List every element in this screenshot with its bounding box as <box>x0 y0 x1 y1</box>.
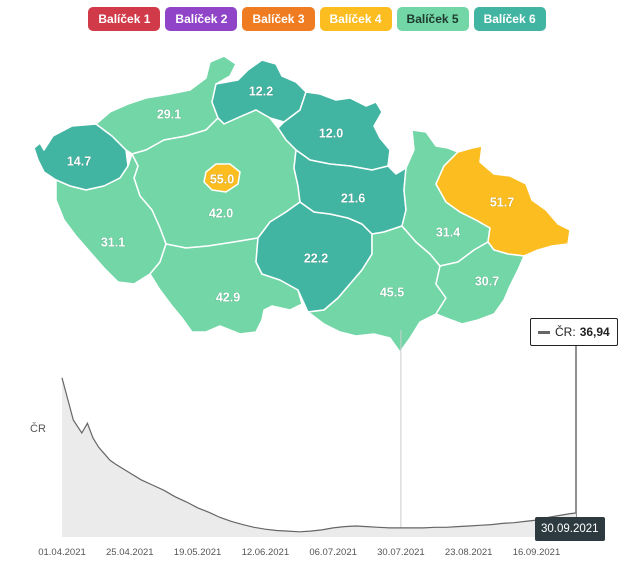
region-praha[interactable] <box>203 163 241 193</box>
x-tick-7: 16.09.2021 <box>513 547 561 558</box>
x-tick-3: 12.06.2021 <box>242 547 290 558</box>
tooltip-value: 36,94 <box>579 325 610 339</box>
label-pardubicky: 21.6 <box>341 191 365 205</box>
tooltip-series-name: ČR <box>555 325 573 339</box>
region-labels: 14.7 29.1 12.2 12.0 21.6 42.0 55.0 31.1 … <box>66 84 514 305</box>
x-tick-5: 30.07.2021 <box>377 547 425 558</box>
x-tick-0: 01.04.2021 <box>38 547 86 558</box>
package-legend: Balíček 1 Balíček 2 Balíček 3 Balíček 4 Balí… <box>0 7 634 31</box>
label-praha: 55.0 <box>210 172 234 186</box>
label-moravskoslezsky: 51.7 <box>490 195 514 209</box>
label-jihomoravsky: 45.5 <box>380 285 404 299</box>
label-plzensky: 31.1 <box>101 235 125 249</box>
value-tooltip: ČR: 36,94 <box>530 318 618 346</box>
label-olomoucky: 31.4 <box>436 225 460 239</box>
label-karlovarsky: 14.7 <box>67 154 91 168</box>
regions-layer <box>33 55 571 353</box>
label-liberecky: 12.2 <box>249 84 273 98</box>
label-jihocesky: 42.9 <box>216 290 240 304</box>
legend-button-1[interactable]: Balíček 1 <box>88 7 161 31</box>
series-swatch <box>538 330 550 334</box>
tooltip-colon: : <box>572 325 576 339</box>
label-ustecky: 29.1 <box>157 107 181 121</box>
chart-line <box>61 377 577 533</box>
legend-button-3[interactable]: Balíček 3 <box>242 7 315 31</box>
label-vysocina: 22.2 <box>304 251 328 265</box>
region-moravskoslezsky[interactable] <box>435 145 571 257</box>
legend-button-6[interactable]: Balíček 6 <box>473 7 546 31</box>
hover-date-badge: 30.09.2021 <box>535 517 605 541</box>
x-tick-4: 06.07.2021 <box>309 547 357 558</box>
label-zlinsky: 30.7 <box>475 274 499 288</box>
x-tick-6: 23.08.2021 <box>445 547 493 558</box>
legend-button-2[interactable]: Balíček 2 <box>165 7 238 31</box>
legend-button-5[interactable]: Balíček 5 <box>396 7 469 31</box>
x-tick-2: 19.05.2021 <box>174 547 222 558</box>
x-tick-1: 25.04.2021 <box>106 547 154 558</box>
x-axis-ticks: 01.04.2021 25.04.2021 19.05.2021 12.06.2021… <box>38 547 560 558</box>
chart-area <box>62 377 576 537</box>
region-zlinsky[interactable] <box>435 241 525 325</box>
label-kralovehradecky: 12.0 <box>319 126 343 140</box>
legend-button-4[interactable]: Balíček 4 <box>319 7 392 31</box>
czech-regions-map: 14.7 29.1 12.2 12.0 21.6 42.0 55.0 31.1 … <box>33 55 571 353</box>
chart-series-label: ČR <box>30 422 46 435</box>
region-plzensky[interactable] <box>55 153 167 285</box>
label-stredocesky: 42.0 <box>209 206 233 220</box>
